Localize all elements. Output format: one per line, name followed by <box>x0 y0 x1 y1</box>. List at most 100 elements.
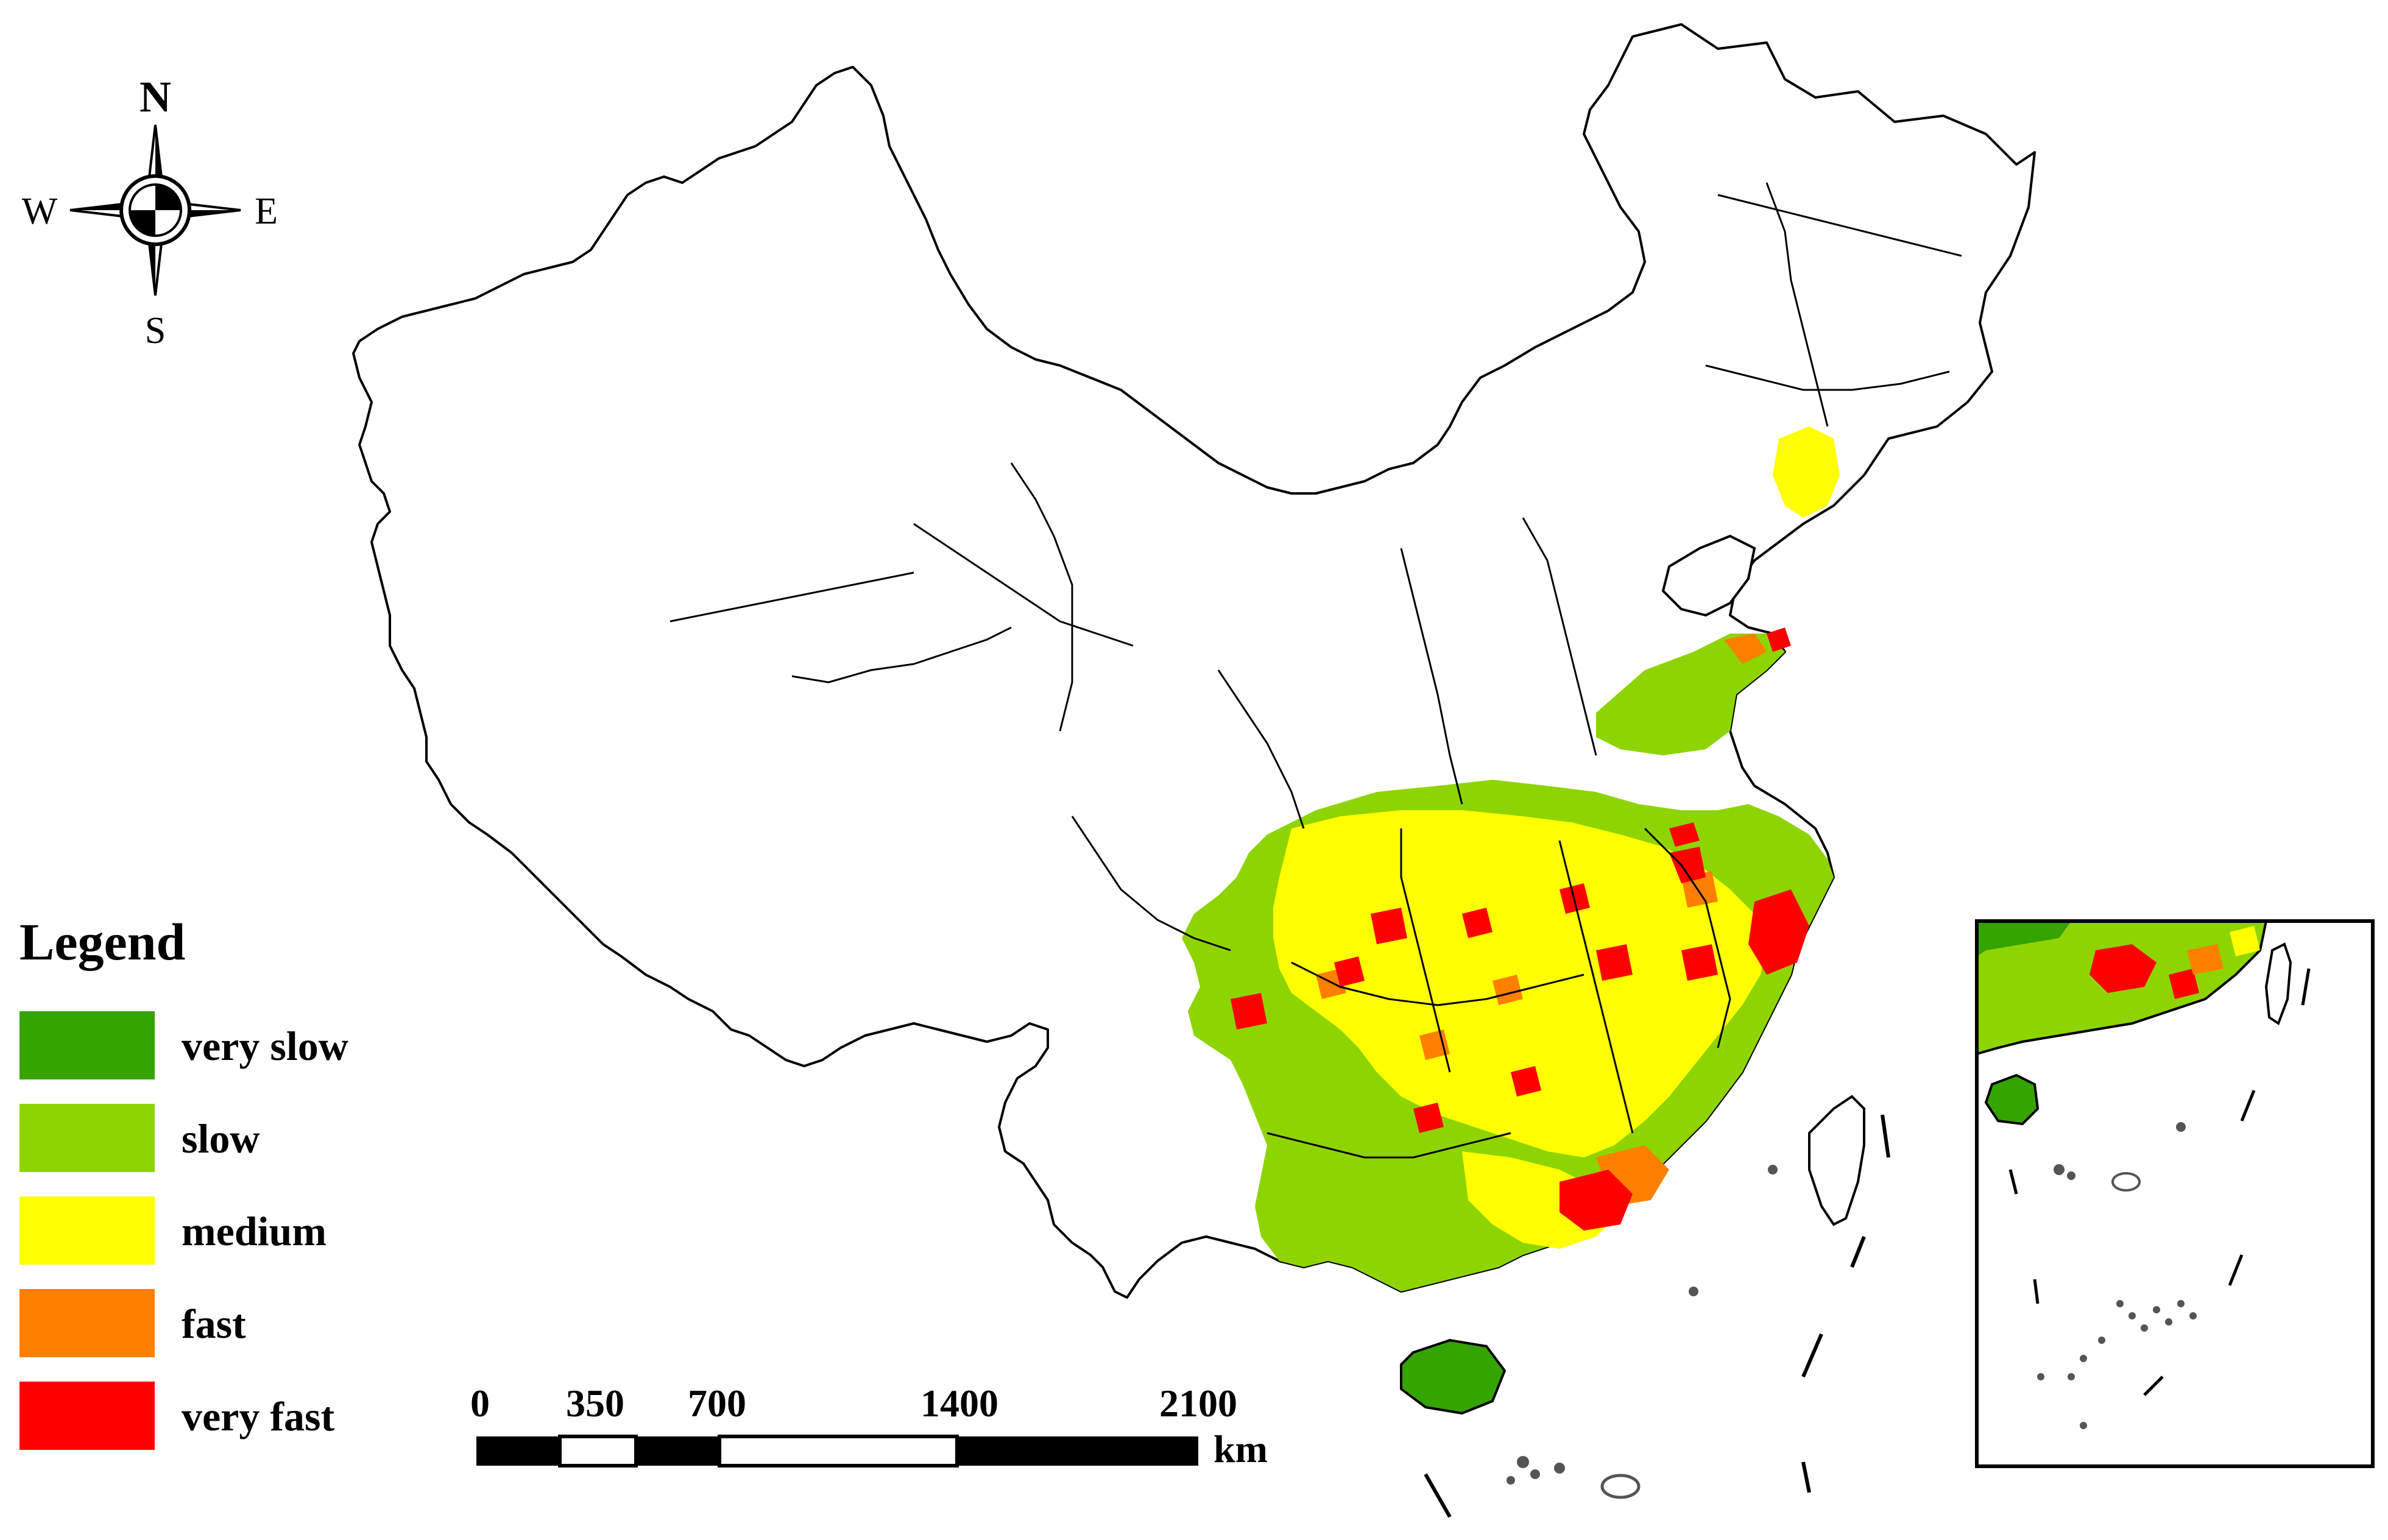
very-fast-patch <box>1748 889 1809 975</box>
island-dot <box>2141 1324 2148 1332</box>
very-fast-patch <box>1681 944 1718 981</box>
inset-islands <box>2037 1122 2197 1429</box>
island-dot <box>1768 1165 1778 1174</box>
island-dot <box>2080 1422 2087 1429</box>
inset-taiwan <box>2264 942 2292 1026</box>
province-line <box>669 571 914 623</box>
very-fast-patch <box>1413 1103 1444 1133</box>
island-dot <box>2067 1171 2075 1180</box>
island-dot <box>1530 1469 1540 1479</box>
dash-segment <box>2301 968 2311 1006</box>
province-line <box>1717 194 1962 257</box>
compass-rose: N S E W <box>22 72 278 351</box>
china-outline <box>352 23 2036 1299</box>
legend-swatch <box>19 1289 155 1357</box>
huangyan-island <box>1600 1474 1641 1499</box>
very-fast-patch <box>1767 627 1791 652</box>
province-line <box>791 626 1012 683</box>
compass-label-south: S <box>145 310 166 351</box>
legend-swatch <box>19 1382 155 1450</box>
compass-label-east: E <box>255 191 278 232</box>
island-dot <box>2068 1373 2075 1380</box>
legend-item-slow: slow <box>19 1104 260 1172</box>
island-dot <box>1507 1476 1515 1485</box>
dash-segment <box>2008 1169 2018 1195</box>
very-fast-patch <box>1371 908 1407 944</box>
province-line <box>1217 669 1305 829</box>
very-fast-patch <box>1596 944 1633 981</box>
inset-map <box>1975 919 2375 1468</box>
slow-region-north <box>1596 634 1785 755</box>
legend-item-label: fast <box>182 1301 246 1347</box>
scale-bar: 0 350 700 1400 2100 km <box>470 1382 1268 1471</box>
china-mainland <box>352 23 2036 1299</box>
province-line <box>1010 462 1073 732</box>
island-dot <box>2189 1312 2197 1319</box>
province-line <box>913 523 1134 647</box>
legend-item-fast: fast <box>19 1289 246 1357</box>
south-sea-islands <box>1507 1165 1778 1485</box>
island-dot <box>2037 1373 2044 1380</box>
province-line <box>1705 364 1950 391</box>
very-fast-patch <box>1560 1170 1633 1231</box>
fast-patch <box>1419 1030 1450 1060</box>
scale-tick-label: 0 <box>470 1382 490 1425</box>
scale-tick-label: 1400 <box>920 1382 998 1425</box>
fast-patch <box>1724 634 1767 664</box>
province-line <box>1522 517 1597 756</box>
very-fast-patch <box>1462 908 1492 938</box>
inset-hainan <box>1984 1073 2040 1126</box>
compass-center-ne <box>155 185 181 210</box>
scale-unit: km <box>1213 1427 1268 1471</box>
compass-label-north: N <box>140 72 171 121</box>
province-line <box>1291 961 1584 1006</box>
island-dot <box>2098 1337 2105 1344</box>
medium-region-central <box>1273 810 1767 1157</box>
province-line <box>1266 1132 1511 1159</box>
scale-tick-label: 350 <box>566 1382 624 1425</box>
scale-segment-black <box>636 1436 719 1466</box>
legend-item-label: very fast <box>182 1393 334 1439</box>
nine-dash-line <box>1424 1114 1890 1518</box>
island-dot <box>2128 1312 2136 1319</box>
scale-tick-label: 700 <box>688 1382 746 1425</box>
legend-swatch <box>19 1104 155 1172</box>
island-dot <box>2054 1164 2065 1175</box>
legend-item-label: medium <box>182 1208 327 1254</box>
province-line <box>1558 840 1634 1134</box>
legend-item-label: very slow <box>182 1023 348 1069</box>
dash-segment <box>1850 1235 1866 1268</box>
dash-segment <box>1424 1473 1452 1518</box>
fast-patch <box>1492 975 1523 1005</box>
province-line <box>1765 182 1829 427</box>
island-dot <box>1517 1456 1529 1468</box>
very-fast-patch <box>1669 847 1706 883</box>
inset-dash-line <box>2008 968 2311 1396</box>
legend-item-label: slow <box>182 1115 260 1162</box>
very-fast-zone <box>1231 627 1809 1231</box>
bohai-sea <box>1661 534 1756 617</box>
scale-segment-black <box>957 1436 1198 1466</box>
island-dot <box>2116 1300 2124 1307</box>
compass-label-west: W <box>22 191 58 232</box>
island-dot <box>2080 1355 2087 1362</box>
inset-fast-patch <box>2187 944 2224 975</box>
scale-tick-label: 2100 <box>1159 1382 1237 1425</box>
island-dot <box>2153 1306 2160 1313</box>
island-dot <box>1554 1463 1565 1474</box>
very-fast-patch <box>1669 822 1700 847</box>
scale-segment-white <box>558 1435 638 1468</box>
legend-swatch <box>19 1196 155 1265</box>
dash-segment <box>2240 1090 2256 1121</box>
dash-segment <box>2228 1254 2244 1286</box>
legend-swatch <box>19 1011 155 1079</box>
island-dot <box>2177 1300 2185 1307</box>
inset-very-fast-patch <box>2090 944 2157 993</box>
inset-huangyan-island <box>2111 1172 2141 1192</box>
very-fast-patch <box>1231 993 1267 1030</box>
inset-very-fast-patch <box>2169 969 2199 999</box>
dash-segment <box>2033 1279 2040 1304</box>
dash-segment <box>2143 1376 2164 1396</box>
taiwan-island <box>1808 1095 1865 1226</box>
